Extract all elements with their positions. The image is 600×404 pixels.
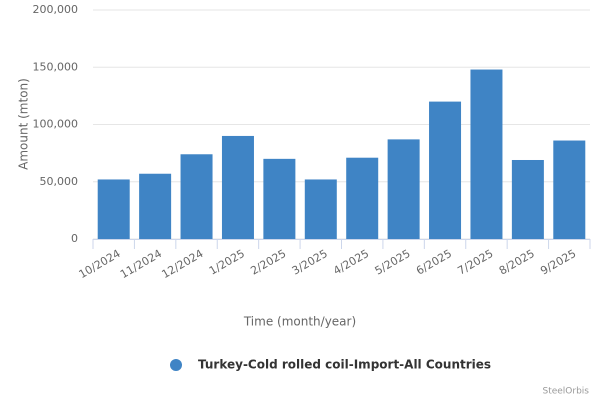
legend-marker — [170, 359, 182, 371]
credit: SteelOrbis — [542, 387, 589, 397]
x-tick-label: 1/2025 — [207, 247, 247, 278]
legend-label: Turkey-Cold rolled coil-Import-All Count… — [198, 358, 491, 372]
bar — [180, 154, 213, 239]
x-tick-label: 9/2025 — [538, 247, 578, 278]
bar — [511, 159, 544, 239]
y-tick-label: 100,000 — [33, 118, 79, 131]
y-tick-label: 50,000 — [40, 175, 79, 188]
y-axis-title: Amount (mton) — [17, 78, 31, 170]
x-tick-label: 5/2025 — [373, 247, 413, 278]
bar — [553, 140, 586, 239]
bar — [470, 69, 503, 239]
y-tick-label: 200,000 — [33, 3, 79, 16]
bar — [263, 158, 296, 239]
x-tick-label: 11/2024 — [118, 247, 164, 281]
x-tick-label: 10/2024 — [77, 247, 123, 281]
bar — [221, 135, 254, 239]
bar — [346, 157, 379, 239]
bar — [304, 179, 337, 239]
x-tick-label: 8/2025 — [497, 247, 537, 278]
x-tick-label: 7/2025 — [455, 247, 495, 278]
x-tick-label: 3/2025 — [290, 247, 330, 278]
bar — [429, 101, 462, 239]
x-tick-label: 2/2025 — [248, 247, 288, 278]
bar — [97, 179, 130, 239]
y-tick-label: 150,000 — [33, 60, 79, 73]
bar — [139, 173, 172, 239]
x-tick-label: 12/2024 — [159, 247, 205, 281]
y-tick-label: 0 — [71, 232, 78, 245]
bar — [387, 139, 420, 239]
x-tick-label: 4/2025 — [331, 247, 371, 278]
x-tick-label: 6/2025 — [414, 247, 454, 278]
x-axis-title: Time (month/year) — [243, 315, 356, 329]
